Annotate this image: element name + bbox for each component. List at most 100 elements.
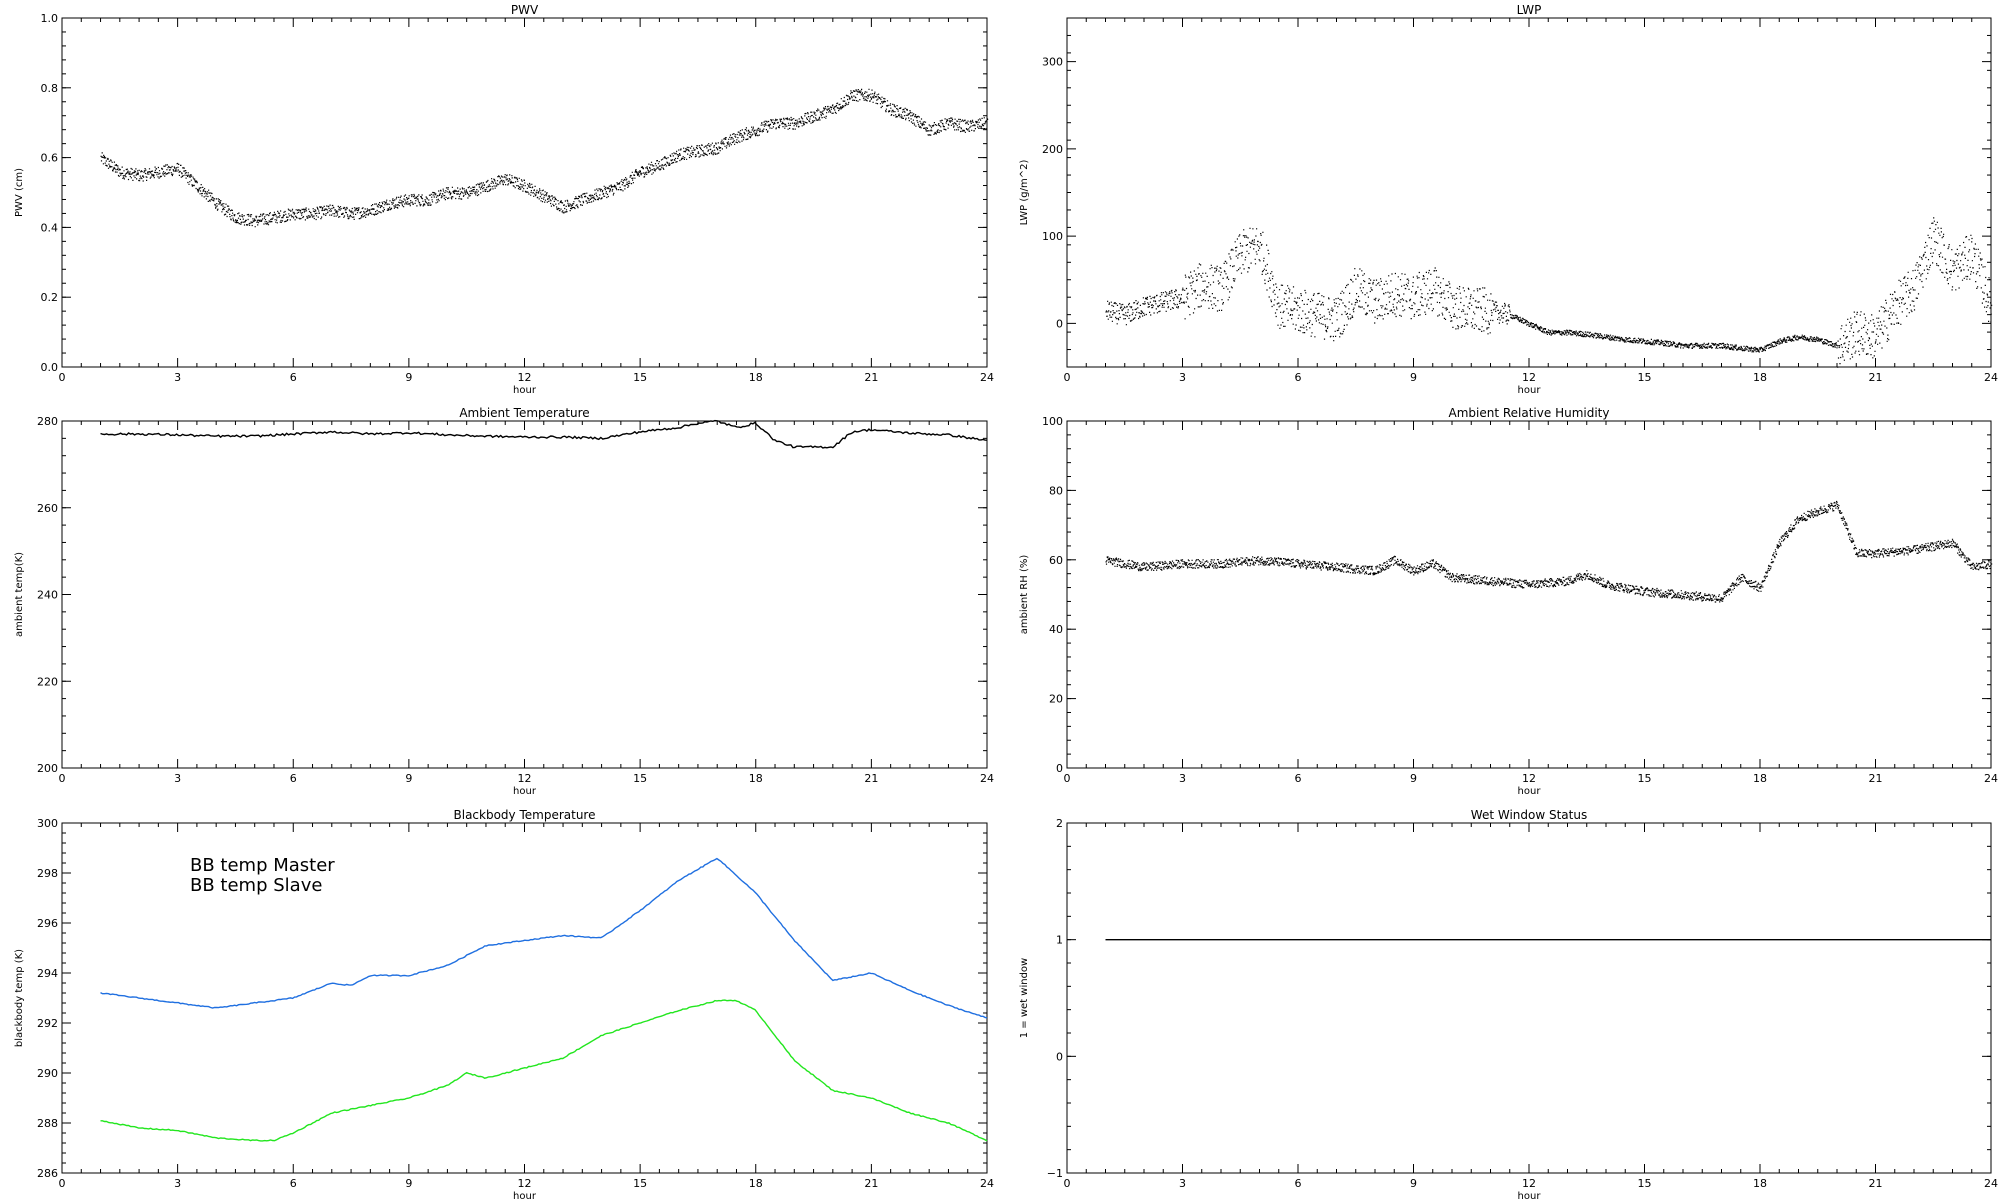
x-tick-label: 3: [174, 1177, 181, 1190]
y-tick-label: 280: [37, 415, 58, 428]
chart-panel-4: Ambient Relative Humidity hour ambient RH …: [1019, 406, 1998, 797]
chart-title: PWV: [511, 3, 539, 17]
y-axis-label: 1 = wet window: [1019, 958, 1030, 1038]
y-tick-label: 286: [37, 1167, 58, 1180]
y-tick-label: 0: [1056, 1050, 1063, 1063]
x-tick-label: 15: [633, 772, 647, 785]
x-tick-label: 0: [1064, 772, 1071, 785]
x-tick-label: 15: [633, 1177, 647, 1190]
x-tick-label: 0: [59, 772, 66, 785]
y-axis-label: LWP (g/m^2): [1019, 160, 1030, 226]
x-tick-label: 15: [1638, 772, 1652, 785]
x-tick-label: 15: [1638, 1177, 1652, 1190]
y-tick-label: 60: [1049, 554, 1063, 567]
x-tick-label: 3: [174, 371, 181, 384]
y-tick-label: 80: [1049, 484, 1063, 497]
x-axis-label: hour: [513, 1191, 537, 1200]
chart-panel-6: Wet Window Status hour 1 = wet window 0 3 6 9 1…: [1019, 808, 1998, 1200]
y-tick-label: 2: [1056, 817, 1063, 830]
x-tick-label: 24: [980, 371, 994, 384]
x-tick-label: 24: [980, 772, 994, 785]
chart-title: LWP: [1517, 3, 1542, 17]
x-tick-label: 9: [1410, 772, 1417, 785]
legend-entry-1: BB temp Master: [190, 855, 335, 876]
y-tick-label: 296: [37, 917, 58, 930]
y-tick-label: 0.2: [41, 291, 59, 304]
y-tick-label: 0.0: [41, 361, 59, 374]
chart-panel-2: LWP hour LWP (g/m^2) 0 3 6 9 12 15 18 21 24 0 100 200 3…: [1019, 3, 1998, 396]
legend-entry-2: BB temp Slave: [190, 875, 322, 896]
series-points-1: [1105, 500, 1993, 603]
y-tick-label: 40: [1049, 623, 1063, 636]
x-tick-label: 9: [405, 371, 412, 384]
y-tick-label: 290: [37, 1067, 58, 1080]
x-tick-label: 6: [290, 772, 297, 785]
chart-title: Ambient Temperature: [459, 406, 589, 420]
x-tick-label: 21: [864, 371, 878, 384]
x-axis-label: hour: [1518, 1191, 1542, 1200]
x-tick-label: 18: [1753, 1177, 1767, 1190]
series-line-1: [100, 419, 988, 449]
x-tick-label: 21: [1869, 1177, 1883, 1190]
x-tick-label: 9: [1410, 371, 1417, 384]
y-tick-label: 260: [37, 502, 58, 515]
chart-title: Wet Window Status: [1471, 808, 1587, 822]
y-tick-label: 0: [1056, 317, 1063, 330]
x-tick-label: 18: [1753, 772, 1767, 785]
y-axis-label: blackbody temp (K): [14, 949, 25, 1047]
y-tick-label: 200: [1042, 143, 1063, 156]
x-tick-label: 6: [1295, 1177, 1302, 1190]
y-axis-label: ambient temp(K): [14, 552, 25, 637]
x-tick-label: 12: [1522, 1177, 1536, 1190]
x-tick-label: 21: [864, 772, 878, 785]
x-tick-label: 21: [1869, 772, 1883, 785]
x-tick-label: 9: [1410, 1177, 1417, 1190]
x-tick-label: 15: [1638, 371, 1652, 384]
x-tick-label: 18: [1753, 371, 1767, 384]
y-tick-label: 240: [37, 589, 58, 602]
x-tick-label: 12: [1522, 371, 1536, 384]
x-tick-label: 15: [633, 371, 647, 384]
x-tick-label: 0: [59, 1177, 66, 1190]
x-tick-label: 3: [1179, 772, 1186, 785]
x-tick-label: 9: [405, 1177, 412, 1190]
x-tick-label: 18: [749, 1177, 763, 1190]
chart-panel-3: Ambient Temperature hour ambient temp(K) 0 3…: [14, 406, 994, 797]
x-tick-label: 18: [749, 371, 763, 384]
x-tick-label: 0: [1064, 1177, 1071, 1190]
y-tick-label: 0: [1056, 762, 1063, 775]
x-tick-label: 9: [405, 772, 412, 785]
x-tick-label: 3: [174, 772, 181, 785]
chart-panel-1: PWV hour PWV (cm) 0 3 6 9 12 15 18 21 24 0.0 0.2 0.4 0.…: [14, 3, 994, 396]
x-tick-label: 12: [518, 371, 532, 384]
x-tick-label: 12: [1522, 772, 1536, 785]
x-axis-label: hour: [1518, 385, 1542, 396]
chart-title: Ambient Relative Humidity: [1449, 406, 1610, 420]
x-tick-label: 21: [864, 1177, 878, 1190]
x-tick-label: 12: [518, 772, 532, 785]
x-tick-label: 24: [1984, 371, 1998, 384]
x-tick-label: 3: [1179, 371, 1186, 384]
x-tick-label: 24: [1984, 772, 1998, 785]
y-tick-label: 100: [1042, 415, 1063, 428]
x-tick-label: 0: [59, 371, 66, 384]
x-tick-label: 6: [1295, 772, 1302, 785]
y-tick-label: −1: [1047, 1167, 1063, 1180]
x-tick-label: 24: [980, 1177, 994, 1190]
y-tick-label: 300: [1042, 56, 1063, 69]
x-tick-label: 21: [1869, 371, 1883, 384]
y-axis-label: PWV (cm): [14, 168, 25, 217]
x-tick-label: 24: [1984, 1177, 1998, 1190]
y-tick-label: 0.8: [41, 82, 59, 95]
x-tick-label: 6: [290, 1177, 297, 1190]
x-axis-label: hour: [513, 385, 537, 396]
series-line-2: [100, 999, 988, 1142]
y-tick-label: 20: [1049, 693, 1063, 706]
y-tick-label: 0.4: [41, 221, 59, 234]
x-tick-label: 12: [518, 1177, 532, 1190]
x-axis-label: hour: [1518, 786, 1542, 797]
y-tick-label: 300: [37, 817, 58, 830]
y-tick-label: 0.6: [41, 152, 59, 165]
